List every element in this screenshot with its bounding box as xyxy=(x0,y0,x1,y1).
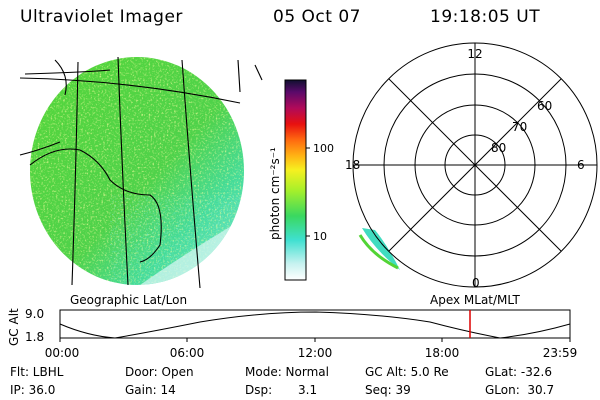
status-door: Door: Open xyxy=(125,365,194,379)
altitude-ylabel: GC Alt xyxy=(7,308,21,346)
status-mode: Mode: Normal xyxy=(245,365,329,379)
status-flt: Flt: LBHL xyxy=(10,365,64,379)
altitude-plot: 9.0 1.8 GC Alt 00:00 06:00 12:00 18:00 2… xyxy=(7,307,577,360)
colorbar: 100 10 photon cm⁻²s⁻¹ xyxy=(268,79,334,281)
colorbar-label: photon cm⁻²s⁻¹ xyxy=(268,147,282,240)
geographic-grid xyxy=(19,56,263,289)
altitude-ymin: 1.8 xyxy=(25,330,44,344)
mlat-70-label: 70 xyxy=(512,120,527,134)
altitude-ymax: 9.0 xyxy=(25,307,44,321)
mlat-80-label: 80 xyxy=(491,141,506,155)
instrument-title: Ultraviolet Imager xyxy=(20,7,183,27)
apex-title: Apex MLat/MLT xyxy=(430,293,520,307)
geographic-title: Geographic Lat/Lon xyxy=(70,293,187,307)
status-glon: GLon: 30.7 xyxy=(485,383,555,397)
x-tick-0000: 00:00 xyxy=(45,346,80,360)
uv-disk-image xyxy=(30,57,244,285)
colorbar-tick-10: 10 xyxy=(313,230,327,243)
status-gain: Gain: 14 xyxy=(125,383,176,397)
polar-plot: 12 18 6 0 60 70 80 xyxy=(345,42,598,290)
colorbar-tick-100: 100 xyxy=(313,142,334,155)
status-dsp-value: 3.1 xyxy=(298,383,318,397)
x-tick-1200: 12:00 xyxy=(298,346,333,360)
x-tick-0600: 06:00 xyxy=(170,346,205,360)
time-label: 19:18:05 UT xyxy=(430,7,541,27)
date-label: 05 Oct 07 xyxy=(273,7,361,27)
x-tick-2359: 23:59 xyxy=(543,346,578,360)
mlat-60-label: 60 xyxy=(537,99,552,113)
x-tick-1800: 18:00 xyxy=(425,346,460,360)
status-seq: Seq: 39 xyxy=(365,383,411,397)
status-gc-alt: GC Alt: 5.0 Re xyxy=(365,365,449,379)
status-glat: GLat: -32.6 xyxy=(485,365,552,379)
mlt-6-label: 6 xyxy=(577,158,585,172)
mlt-0-label: 0 xyxy=(472,276,480,290)
status-ip: IP: 36.0 xyxy=(10,383,56,397)
mlt-18-label: 18 xyxy=(345,158,360,172)
mlt-12-label: 12 xyxy=(467,47,482,61)
status-dsp-label: Dsp: xyxy=(245,383,273,397)
